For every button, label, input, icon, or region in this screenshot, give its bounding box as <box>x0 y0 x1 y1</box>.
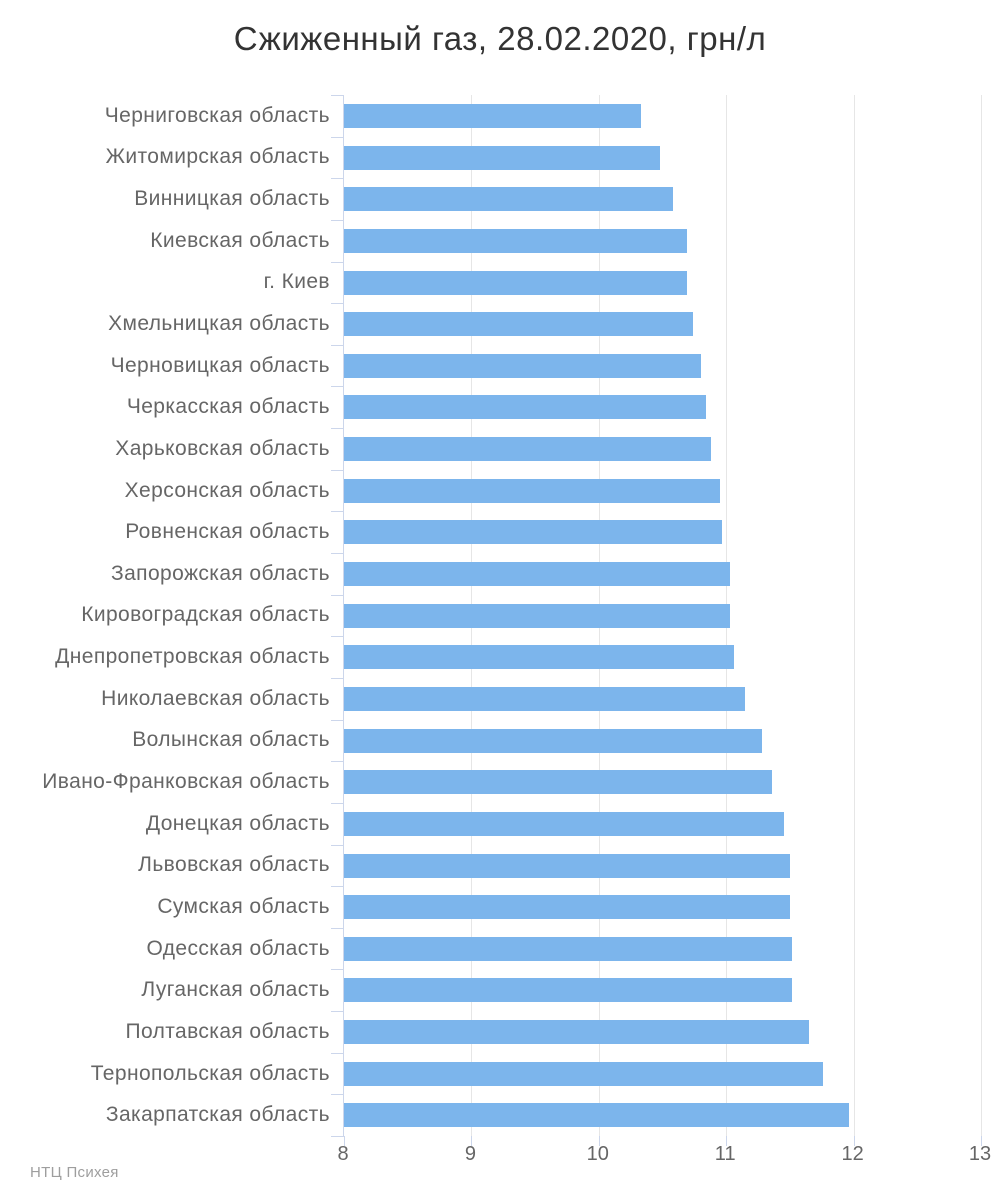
bar[interactable] <box>344 353 701 378</box>
bar[interactable] <box>344 145 660 170</box>
category-label: Донецкая область <box>145 811 330 835</box>
x-axis-tick <box>853 1136 855 1146</box>
bar[interactable] <box>344 728 762 753</box>
plot-area <box>331 95 982 1146</box>
y-axis-tick <box>331 677 344 679</box>
y-axis-tick <box>331 1094 344 1096</box>
bar[interactable] <box>344 1061 824 1086</box>
y-axis-tick <box>331 428 344 430</box>
y-axis-tick <box>331 636 344 638</box>
category-label: Сумская область <box>157 894 330 918</box>
bar[interactable] <box>344 395 706 420</box>
y-axis-tick <box>331 219 344 221</box>
bar[interactable] <box>344 228 687 253</box>
category-label: Полтавская область <box>125 1019 330 1043</box>
category-label: Закарпатская область <box>105 1103 330 1127</box>
category-label: Винницкая область <box>134 187 330 211</box>
bar[interactable] <box>344 603 731 628</box>
y-axis-tick <box>331 1011 344 1013</box>
x-axis-label: 11 <box>714 1143 736 1165</box>
y-axis-tick <box>331 469 344 471</box>
y-axis-tick <box>331 511 344 513</box>
category-label: Кировоградская область <box>81 603 330 627</box>
bar[interactable] <box>344 978 793 1003</box>
category-label: Черкасская область <box>126 395 330 419</box>
y-axis-tick <box>331 969 344 971</box>
category-label: г. Киев <box>263 270 330 294</box>
y-axis-tick <box>331 261 344 263</box>
category-label: Херсонская область <box>124 478 330 502</box>
y-axis-tick <box>331 386 344 388</box>
gridline <box>853 95 855 1136</box>
x-axis-labels: 8 9 10 11 12 13 <box>337 1143 991 1173</box>
y-axis-tick <box>331 95 344 96</box>
y-axis-tick <box>331 719 344 721</box>
bar[interactable] <box>344 562 731 587</box>
category-label: Николаевская область <box>101 686 330 710</box>
category-label: Житомирская область <box>105 145 330 169</box>
category-label: Черниговская область <box>104 103 330 127</box>
bar[interactable] <box>344 936 793 961</box>
x-axis-tick <box>344 1136 345 1146</box>
x-axis-label: 12 <box>841 1143 864 1165</box>
x-axis-label: 13 <box>968 1143 992 1165</box>
x-axis-tick <box>598 1136 600 1146</box>
x-axis-tick <box>981 1136 982 1146</box>
category-label: Ровненская область <box>125 520 330 544</box>
category-label: Луганская область <box>141 978 330 1002</box>
bar[interactable] <box>344 437 711 462</box>
gridline <box>981 95 982 1136</box>
category-label: Тернопольская область <box>90 1061 330 1085</box>
category-label: Ивано-Франковская область <box>42 770 330 794</box>
x-axis-tick <box>726 1136 728 1146</box>
category-label: Харьковская область <box>115 436 330 460</box>
category-label: Волынская область <box>132 728 330 752</box>
bar[interactable] <box>344 853 790 878</box>
y-axis-tick <box>331 344 344 346</box>
y-axis-tick <box>331 844 344 846</box>
x-axis-tick <box>471 1136 473 1146</box>
y-axis-tick <box>331 178 344 180</box>
y-axis-tick <box>331 927 344 929</box>
y-axis-tick <box>331 1052 344 1054</box>
bar[interactable] <box>344 1020 809 1045</box>
bar[interactable] <box>344 270 687 295</box>
y-axis-tick <box>331 1136 344 1137</box>
y-axis-tick <box>331 761 344 763</box>
y-axis-tick <box>331 553 344 555</box>
y-axis-tick <box>331 303 344 305</box>
category-label: Хмельницкая область <box>108 312 330 335</box>
bar[interactable] <box>344 895 790 920</box>
category-label: Одесская область <box>146 936 330 960</box>
x-axis-label: 9 <box>464 1143 476 1165</box>
category-labels: Черниговская область Житомирская область В… <box>0 95 330 1136</box>
category-label: Львовская область <box>138 853 330 877</box>
footer-credit: НТЦ Психея <box>30 1164 119 1181</box>
x-axis-label: 8 <box>337 1143 349 1165</box>
y-axis-tick <box>331 594 344 596</box>
bar[interactable] <box>344 520 723 545</box>
y-axis-tick <box>331 886 344 888</box>
category-label: Днепропетровская область <box>55 645 330 669</box>
bar[interactable] <box>344 645 734 670</box>
bar[interactable] <box>344 811 784 836</box>
bar[interactable] <box>344 104 641 128</box>
chart-title: Сжиженный газ, 28.02.2020, грн/л <box>233 20 767 57</box>
category-label: Черновицкая область <box>110 353 330 377</box>
category-label: Киевская область <box>150 228 330 252</box>
y-axis-tick <box>331 136 344 138</box>
bar[interactable] <box>344 1103 849 1128</box>
bar[interactable] <box>344 686 746 711</box>
category-label: Запорожская область <box>111 561 330 585</box>
bar[interactable] <box>344 770 773 795</box>
bar[interactable] <box>344 478 720 503</box>
x-axis-label: 10 <box>586 1143 609 1165</box>
bar[interactable] <box>344 312 694 337</box>
bar[interactable] <box>344 187 673 212</box>
y-axis-tick <box>331 802 344 804</box>
